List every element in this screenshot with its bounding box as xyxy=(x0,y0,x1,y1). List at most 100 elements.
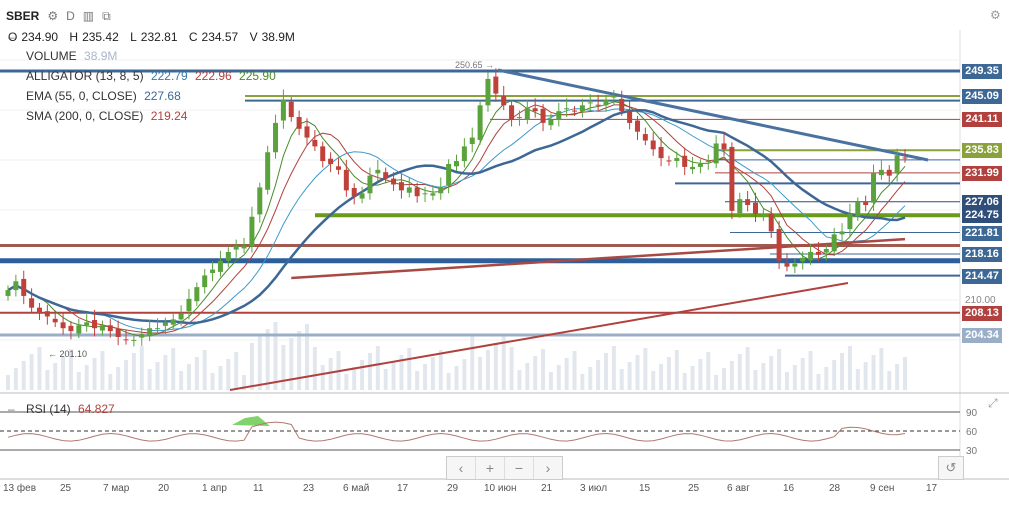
volume-bar xyxy=(462,359,467,390)
volume-bar xyxy=(249,343,254,390)
volume-bar xyxy=(643,348,648,390)
volume-bar xyxy=(257,336,262,390)
x-tick-label: 11 xyxy=(253,483,264,494)
candle-body xyxy=(186,298,192,312)
volume-bar xyxy=(525,363,530,390)
candle-body xyxy=(792,263,798,267)
candle-body xyxy=(871,172,877,203)
x-tick-label: 6 май xyxy=(343,483,370,494)
x-tick-label: 13 фев xyxy=(3,483,37,494)
candle-body xyxy=(753,202,758,214)
candle-body xyxy=(139,334,145,338)
price-tag: 231.99 xyxy=(962,165,1002,181)
rsi-collapse-icon[interactable]: – xyxy=(8,402,15,416)
candle-body xyxy=(548,119,554,126)
volume-bar xyxy=(784,372,789,390)
candle-body xyxy=(375,169,381,174)
candle-body xyxy=(241,246,247,249)
alligator-lips: 225.90 xyxy=(239,69,276,83)
sma-line xyxy=(291,237,906,280)
candle-body xyxy=(619,98,625,112)
candle-body xyxy=(398,182,404,191)
alligator-legend[interactable]: ALLIGATOR (13, 8, 5) 222.79 222.96 225.9… xyxy=(26,69,276,83)
candle-body xyxy=(29,298,35,308)
volume-bar xyxy=(470,334,475,390)
volume-legend[interactable]: VOLUME 38.9M xyxy=(26,49,117,63)
volume-bar xyxy=(501,336,506,390)
candle-body xyxy=(383,172,389,179)
symbol-label[interactable]: SBER xyxy=(6,9,40,23)
scroll-right-button[interactable]: › xyxy=(545,460,551,476)
candle-body xyxy=(729,146,735,211)
candle-body xyxy=(147,328,153,337)
price-tag: 224.75 xyxy=(962,208,1002,224)
candle-body xyxy=(288,101,294,118)
volume-bar xyxy=(698,359,703,390)
rsi-axis-label: 90 xyxy=(966,408,978,419)
open-label: O xyxy=(8,30,18,44)
volume-bar xyxy=(124,360,129,390)
settings-icon[interactable]: ⚙ xyxy=(990,8,1001,22)
x-tick-label: 10 июн xyxy=(484,483,517,494)
volume-bar xyxy=(155,362,160,390)
candle-body xyxy=(697,163,703,167)
candle-body xyxy=(162,322,168,326)
zoom-out-button[interactable]: − xyxy=(505,457,534,479)
candle-body xyxy=(312,139,318,147)
compare-icon[interactable]: ⧉ xyxy=(102,8,111,23)
volume-bar xyxy=(53,363,58,390)
candle-body xyxy=(13,281,19,291)
volume-bar xyxy=(360,360,365,390)
trend-lines[interactable] xyxy=(229,68,929,391)
sma-legend[interactable]: SMA (200, 0, CLOSE) 219.24 xyxy=(26,109,187,123)
candle-body xyxy=(233,246,239,250)
volume-bar xyxy=(611,346,616,390)
rsi-legend[interactable]: RSI (14) 64.827 xyxy=(26,402,115,416)
candle-body xyxy=(84,322,90,326)
candle-body xyxy=(666,160,672,162)
low-value: 232.81 xyxy=(140,30,178,44)
x-tick-label: 15 xyxy=(639,483,651,494)
volume-bar xyxy=(92,358,97,390)
volume-bar xyxy=(541,349,546,390)
candle-body xyxy=(682,155,688,167)
volume-bar xyxy=(139,346,144,390)
volume-bar xyxy=(564,358,569,390)
volume-bar xyxy=(714,375,719,390)
candle-body xyxy=(509,105,515,120)
candle-body xyxy=(115,328,121,337)
volume-bar xyxy=(674,350,679,390)
volume-bar xyxy=(273,322,278,390)
volume-bar xyxy=(871,355,876,390)
candle-body xyxy=(831,234,837,252)
bar-chart-icon[interactable]: ▥ xyxy=(82,9,95,23)
x-tick-label: 23 xyxy=(303,483,315,494)
volume-bar xyxy=(706,352,711,390)
ema-legend[interactable]: EMA (55, 0, CLOSE) 227.68 xyxy=(26,89,181,103)
zoom-in-button[interactable]: + xyxy=(476,457,505,479)
ema-name: EMA (55, 0, CLOSE) xyxy=(26,89,137,103)
volume-bar xyxy=(210,373,215,390)
x-tick-label: 9 сен xyxy=(870,483,895,494)
rsi-line xyxy=(7,421,906,442)
candle-body xyxy=(894,155,900,174)
scroll-left-button[interactable]: ‹ xyxy=(447,457,476,479)
collapse-icon[interactable]: – xyxy=(8,30,15,44)
candle-body xyxy=(367,175,373,194)
candle-body xyxy=(107,325,113,332)
candle-body xyxy=(501,95,507,106)
reset-icon[interactable]: ↺ xyxy=(938,456,964,480)
volume-bar xyxy=(116,367,121,390)
volume-bar xyxy=(171,348,176,390)
candle-body xyxy=(658,146,664,159)
interval-label[interactable]: D xyxy=(66,9,75,23)
gear-icon[interactable]: ⚙ xyxy=(47,9,59,23)
y-tick-label: 210.00 xyxy=(965,295,996,306)
candle-body xyxy=(493,76,499,94)
expand-icon[interactable]: ⤢ xyxy=(988,396,998,410)
candle-body xyxy=(328,158,334,164)
candle-body xyxy=(202,275,208,288)
volume-bar xyxy=(100,351,105,390)
candle-body xyxy=(721,143,727,150)
